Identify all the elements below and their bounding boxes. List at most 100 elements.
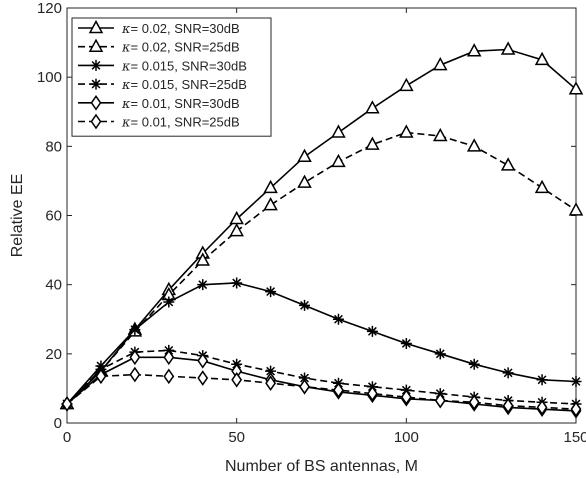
legend-label-text: = 0.015, SNR=30dB (131, 58, 247, 73)
y-tick-label: 0 (54, 415, 62, 432)
legend-entry: κ= 0.01, SNR=25dB (78, 113, 240, 131)
data-point (331, 153, 346, 168)
data-point (163, 368, 175, 385)
data-point (333, 382, 344, 398)
legend-label: κ= 0.015, SNR=25dB (121, 77, 247, 93)
x-tick-label: 50 (228, 429, 245, 446)
series-line (66, 349, 577, 405)
data-point (297, 174, 312, 188)
data-point (332, 313, 344, 325)
data-point (90, 113, 102, 130)
legend-label: κ= 0.02, SNR=25dB (121, 40, 240, 56)
data-point (129, 349, 141, 366)
data-point (466, 138, 482, 152)
data-point (265, 365, 277, 377)
y-tick-label: 100 (37, 69, 62, 86)
data-point (468, 394, 480, 411)
series-6 (61, 366, 582, 417)
legend-label: κ= 0.01, SNR=30dB (121, 96, 240, 112)
legend-label-text: = 0.01, SNR=25dB (131, 115, 240, 130)
data-point (568, 202, 584, 216)
data-point (129, 324, 141, 336)
legend-label-text: = 0.015, SNR=25dB (131, 77, 247, 92)
data-point (536, 399, 548, 416)
data-point (365, 100, 380, 114)
data-point (331, 124, 346, 138)
data-point (534, 51, 550, 66)
data-point (366, 325, 378, 337)
kappa-symbol: κ (121, 59, 131, 74)
data-point (197, 279, 209, 291)
data-point (433, 56, 448, 71)
data-point (263, 197, 278, 211)
x-tick-label: 100 (394, 429, 419, 446)
data-point (568, 81, 584, 95)
x-tick-label: 0 (63, 429, 71, 446)
y-tick-label: 120 (37, 0, 62, 17)
x-tick-label: 150 (563, 429, 586, 446)
data-point (163, 296, 175, 308)
legend-label-text: = 0.01, SNR=30dB (131, 96, 240, 111)
data-point (468, 358, 480, 370)
series-line (66, 373, 577, 410)
legend-label: κ= 0.02, SNR=30dB (121, 21, 240, 37)
data-point (263, 179, 278, 194)
data-point (434, 348, 446, 360)
data-point (466, 43, 482, 57)
legend-label: κ= 0.01, SNR=25dB (121, 115, 240, 131)
data-point (229, 222, 244, 237)
legend-label-text: = 0.02, SNR=30dB (131, 21, 240, 36)
kappa-symbol: κ (121, 116, 131, 131)
data-point (88, 38, 104, 52)
data-point (500, 157, 516, 171)
legend-entry: κ= 0.015, SNR=30dB (78, 58, 247, 74)
data-point (365, 136, 380, 150)
series-line (66, 131, 577, 405)
data-point (129, 366, 141, 383)
data-point (536, 374, 548, 386)
y-tick-label: 60 (45, 208, 62, 225)
data-point (90, 94, 102, 111)
data-point (265, 375, 277, 392)
y-tick-label: 80 (45, 138, 62, 155)
data-point (61, 396, 73, 412)
data-point (231, 277, 243, 289)
data-point (195, 252, 210, 266)
data-point (88, 19, 104, 34)
series-layer (59, 41, 584, 419)
kappa-symbol: κ (121, 22, 131, 37)
data-point (297, 148, 312, 162)
series-line (66, 356, 577, 412)
data-point (400, 389, 412, 405)
kappa-symbol: κ (121, 78, 131, 93)
legend-entry: κ= 0.01, SNR=30dB (78, 94, 240, 112)
data-point (90, 78, 102, 90)
data-point (434, 392, 446, 409)
legend-entry: κ= 0.015, SNR=25dB (78, 77, 247, 93)
data-point (299, 372, 311, 384)
data-point (265, 286, 277, 298)
series-line (66, 282, 577, 405)
data-point (433, 127, 448, 142)
data-point (534, 179, 550, 194)
data-point (399, 77, 414, 92)
data-point (570, 376, 582, 387)
data-point (502, 397, 514, 414)
legend-label-text: = 0.02, SNR=25dB (131, 40, 240, 55)
x-axis-label: Number of BS antennas, M (225, 458, 418, 475)
data-point (366, 385, 378, 402)
legend-entry: κ= 0.02, SNR=25dB (78, 38, 240, 56)
legend-entry: κ= 0.02, SNR=30dB (78, 19, 240, 37)
data-point (400, 337, 412, 349)
y-tick-label: 20 (45, 346, 62, 363)
data-point (502, 367, 514, 379)
data-point (197, 352, 209, 369)
y-axis-label: Relative EE (9, 174, 26, 258)
data-point (500, 41, 516, 55)
series-line (66, 48, 577, 405)
y-tick-label: 40 (45, 277, 62, 294)
data-point (90, 59, 102, 71)
data-point (197, 370, 209, 386)
